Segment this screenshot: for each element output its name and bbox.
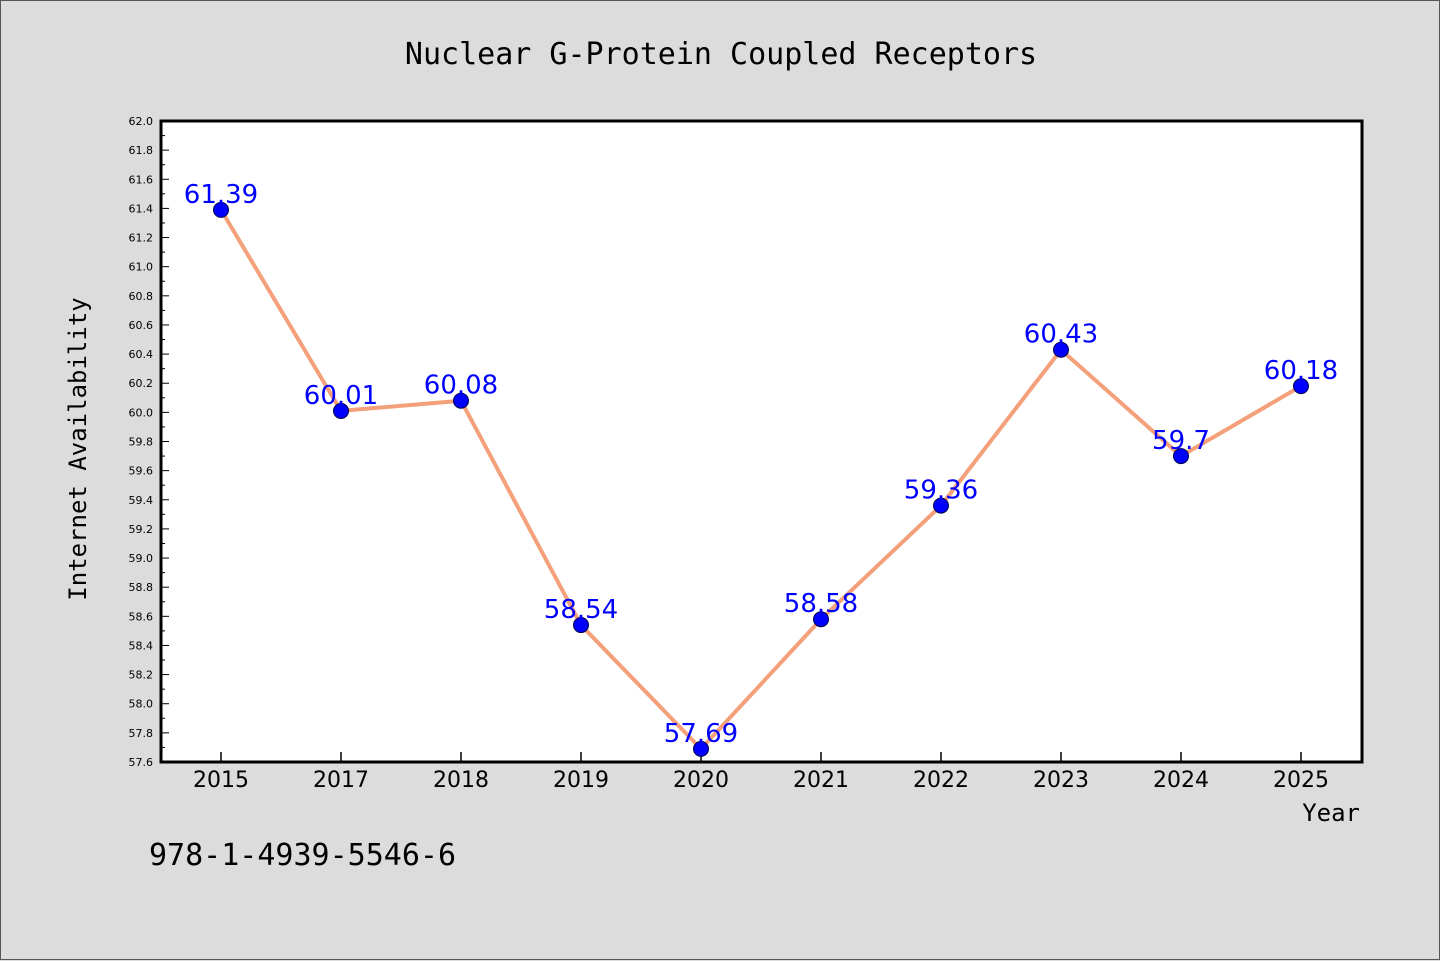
series-line <box>219 208 1303 751</box>
y-tick-label: 61.2 <box>129 232 154 245</box>
data-point <box>1053 341 1069 358</box>
x-tick-label: 2018 <box>433 768 489 793</box>
y-tick-label: 60.8 <box>129 290 154 303</box>
data-point <box>453 392 469 409</box>
data-point <box>573 617 589 634</box>
data-point <box>213 201 229 218</box>
y-tick-label: 58.0 <box>129 698 154 711</box>
y-tick-label: 59.4 <box>129 494 154 507</box>
x-tick-label: 2025 <box>1273 768 1329 793</box>
data-label: 58.58 <box>784 589 858 619</box>
y-tick-label: 58.8 <box>129 581 154 594</box>
data-point <box>933 497 949 514</box>
y-axis-ticks: 57.6 57.8 58.0 58.2 58.4 58.6 58.8 59.0 59.2 59.4… <box>129 115 169 769</box>
x-tick-label: 2022 <box>913 768 969 793</box>
data-points <box>213 201 1309 757</box>
x-tick-label: 2024 <box>1153 768 1209 793</box>
chart-title: Nuclear G-Protein Coupled Receptors <box>405 37 1037 72</box>
data-point <box>1173 448 1189 465</box>
y-tick-label: 60.2 <box>129 377 154 390</box>
y-tick-label: 58.2 <box>129 669 154 682</box>
y-tick-label: 60.6 <box>129 319 154 332</box>
data-label: 57.69 <box>664 719 738 749</box>
x-tick-label: 2017 <box>313 768 369 793</box>
data-label: 59.36 <box>904 476 978 506</box>
data-point <box>333 402 349 419</box>
data-label: 60.18 <box>1264 356 1338 386</box>
y-tick-label: 60.0 <box>129 406 154 419</box>
data-labels: 61.39 60.01 60.08 58.54 57.69 58.58 59.36 60.43… <box>184 180 1338 749</box>
y-tick-label: 58.4 <box>129 639 154 652</box>
y-tick-label: 59.2 <box>129 523 154 536</box>
y-tick-label: 57.6 <box>129 756 154 769</box>
x-tick-label: 2015 <box>193 768 249 793</box>
data-label: 60.43 <box>1024 320 1098 350</box>
data-point <box>813 611 829 628</box>
y-tick-label: 59.6 <box>129 465 154 478</box>
data-label: 61.39 <box>184 180 258 210</box>
x-tick-label: 2021 <box>793 768 849 793</box>
footer-code: 978-1-4939-5546-6 <box>149 838 456 873</box>
x-axis-ticks: 2015 2017 2018 2019 2020 2021 2022 2023 2024 2025 <box>193 752 1329 793</box>
y-tick-label: 61.6 <box>129 173 154 186</box>
y-tick-label: 61.4 <box>129 202 154 215</box>
data-label: 60.08 <box>424 371 498 401</box>
y-tick-label: 58.6 <box>129 610 154 623</box>
x-tick-label: 2020 <box>673 768 729 793</box>
data-point <box>1293 378 1309 395</box>
y-tick-label: 61.8 <box>129 144 154 157</box>
data-point <box>693 740 709 757</box>
y-tick-label: 60.4 <box>129 348 154 361</box>
data-label: 59.7 <box>1152 426 1210 456</box>
y-tick-label: 59.0 <box>129 552 154 565</box>
y-axis-label: Internet Availability <box>64 297 92 600</box>
x-axis-label: Year <box>1302 799 1360 827</box>
x-tick-label: 2023 <box>1033 768 1089 793</box>
y-tick-label: 59.8 <box>129 436 154 449</box>
y-tick-label: 62.0 <box>129 115 154 128</box>
y-tick-label: 61.0 <box>129 261 154 274</box>
y-tick-label: 57.8 <box>129 727 154 740</box>
data-label: 58.54 <box>544 595 618 625</box>
x-tick-label: 2019 <box>553 768 609 793</box>
data-label: 60.01 <box>304 381 378 411</box>
